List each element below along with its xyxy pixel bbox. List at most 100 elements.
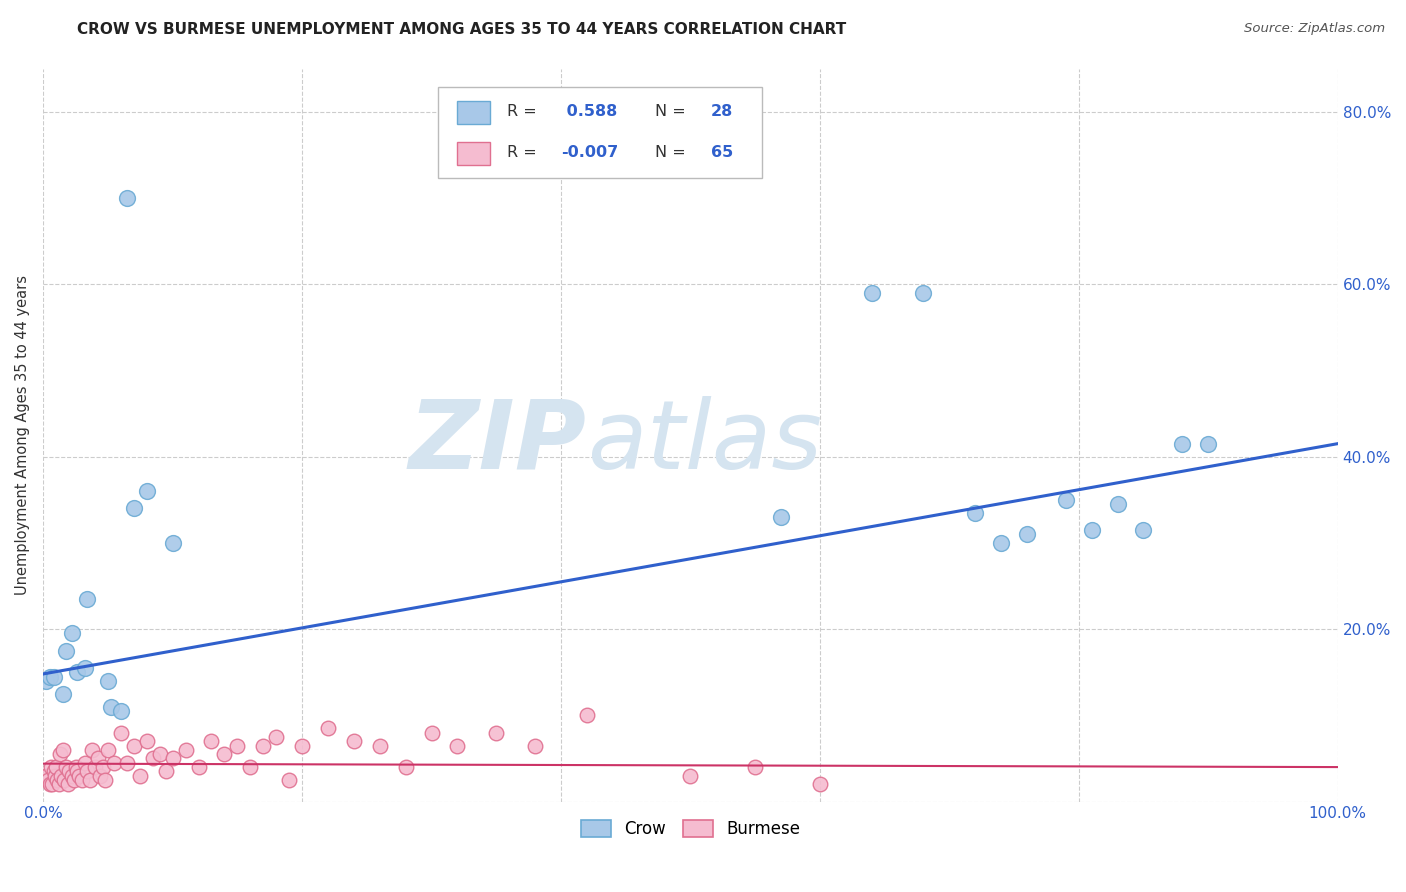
- Point: [110, 725, 132, 739]
- Point: [52, 687, 75, 701]
- Point: [89, 769, 111, 783]
- Point: [35, 673, 58, 688]
- Point: [155, 764, 177, 779]
- Point: [524, 739, 547, 753]
- Point: [67, 769, 90, 783]
- Point: [42, 669, 65, 683]
- Point: [84, 760, 107, 774]
- Point: [56, 777, 79, 791]
- Point: [86, 751, 108, 765]
- Point: [39, 760, 62, 774]
- Point: [117, 191, 139, 205]
- Point: [91, 760, 114, 774]
- Point: [110, 704, 132, 718]
- Point: [1107, 497, 1129, 511]
- Text: -0.007: -0.007: [561, 145, 619, 160]
- Point: [38, 777, 60, 791]
- Point: [46, 772, 69, 787]
- Point: [82, 743, 104, 757]
- Point: [420, 725, 443, 739]
- Point: [1197, 436, 1219, 450]
- Point: [990, 536, 1012, 550]
- Point: [1015, 527, 1038, 541]
- Point: [129, 769, 152, 783]
- Point: [860, 285, 883, 300]
- Point: [264, 730, 287, 744]
- Point: [395, 760, 418, 774]
- Point: [485, 725, 508, 739]
- Point: [103, 756, 125, 770]
- Point: [65, 760, 87, 774]
- Point: [226, 739, 249, 753]
- Point: [239, 760, 262, 774]
- FancyBboxPatch shape: [457, 142, 489, 165]
- Point: [149, 747, 172, 761]
- Point: [52, 772, 75, 787]
- Point: [38, 669, 60, 683]
- Text: CROW VS BURMESE UNEMPLOYMENT AMONG AGES 35 TO 44 YEARS CORRELATION CHART: CROW VS BURMESE UNEMPLOYMENT AMONG AGES …: [77, 22, 846, 37]
- Point: [343, 734, 366, 748]
- Point: [51, 769, 73, 783]
- Point: [44, 769, 66, 783]
- Point: [200, 734, 222, 748]
- Point: [291, 739, 314, 753]
- FancyBboxPatch shape: [439, 87, 762, 178]
- Point: [912, 285, 935, 300]
- Point: [97, 743, 120, 757]
- Point: [1080, 523, 1102, 537]
- Point: [79, 772, 101, 787]
- Point: [55, 643, 77, 657]
- Point: [965, 506, 987, 520]
- Y-axis label: Unemployment Among Ages 35 to 44 years: Unemployment Among Ages 35 to 44 years: [15, 275, 30, 595]
- Point: [808, 777, 831, 791]
- Point: [73, 661, 96, 675]
- Point: [122, 501, 145, 516]
- Point: [45, 760, 67, 774]
- Point: [162, 751, 184, 765]
- Legend: Crow, Burmese: Crow, Burmese: [574, 813, 807, 845]
- Point: [174, 743, 197, 757]
- Text: ZIP: ZIP: [409, 396, 586, 489]
- Point: [744, 760, 766, 774]
- Point: [575, 708, 598, 723]
- Text: Source: ZipAtlas.com: Source: ZipAtlas.com: [1244, 22, 1385, 36]
- Text: 28: 28: [711, 103, 734, 119]
- Point: [1171, 436, 1194, 450]
- Point: [60, 769, 83, 783]
- Point: [1132, 523, 1154, 537]
- Point: [52, 743, 75, 757]
- Text: N =: N =: [655, 145, 692, 160]
- Point: [55, 760, 77, 774]
- Point: [316, 721, 339, 735]
- Point: [100, 699, 122, 714]
- Point: [94, 772, 117, 787]
- Point: [278, 772, 301, 787]
- Point: [142, 751, 165, 765]
- Point: [41, 777, 63, 791]
- Point: [446, 739, 468, 753]
- Point: [76, 591, 98, 606]
- Point: [58, 764, 80, 779]
- Text: R =: R =: [506, 145, 541, 160]
- Text: 65: 65: [711, 145, 734, 160]
- Point: [368, 739, 391, 753]
- Point: [135, 484, 157, 499]
- Text: atlas: atlas: [586, 396, 823, 489]
- Point: [97, 673, 120, 688]
- Point: [48, 777, 70, 791]
- Point: [73, 756, 96, 770]
- Point: [70, 772, 93, 787]
- Point: [42, 764, 65, 779]
- Point: [679, 769, 702, 783]
- Point: [49, 747, 72, 761]
- Point: [252, 739, 274, 753]
- Point: [122, 739, 145, 753]
- Point: [1054, 492, 1077, 507]
- Point: [60, 626, 83, 640]
- Text: R =: R =: [506, 103, 541, 119]
- Point: [37, 772, 59, 787]
- Point: [35, 769, 58, 783]
- Point: [769, 510, 792, 524]
- Point: [76, 764, 98, 779]
- Text: N =: N =: [655, 103, 692, 119]
